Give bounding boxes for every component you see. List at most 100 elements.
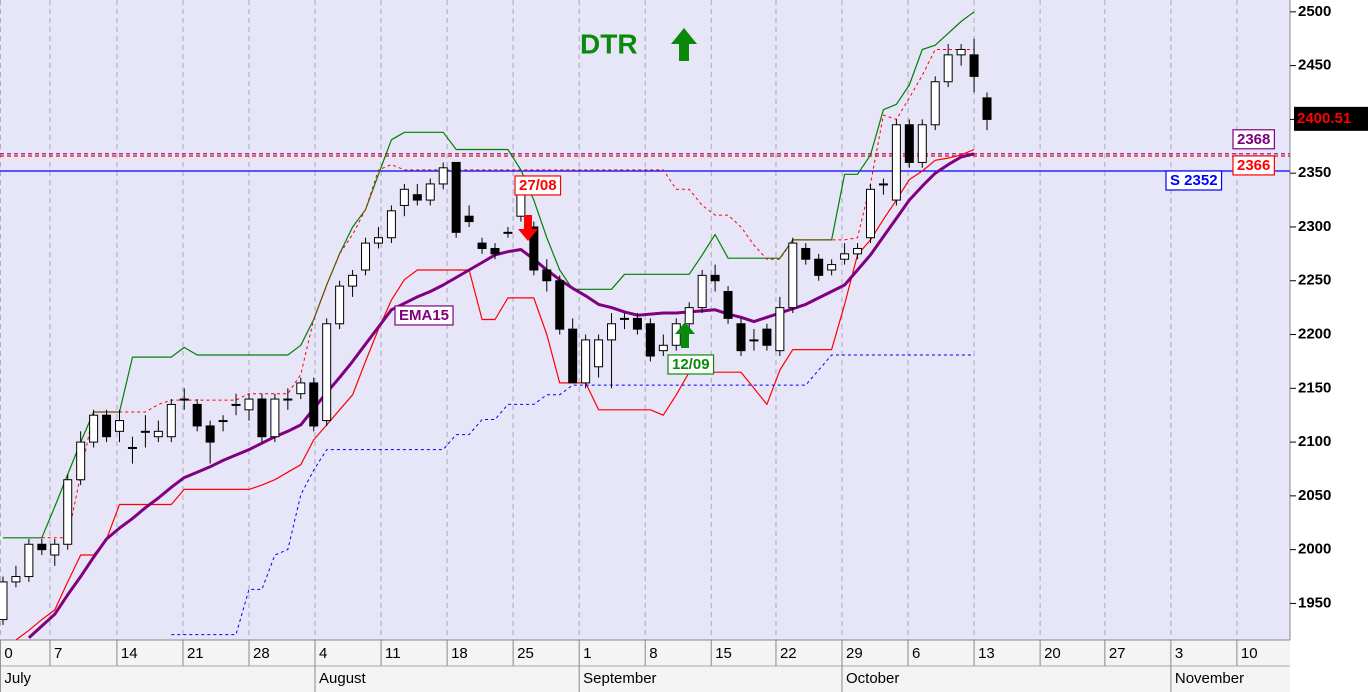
x-tick-label: 13 — [978, 645, 995, 662]
candle-body — [11, 576, 21, 583]
candle-body — [736, 323, 746, 352]
candle-body — [179, 398, 189, 401]
candle-body — [464, 215, 474, 223]
candle-body — [801, 247, 811, 260]
candle-body — [684, 307, 694, 325]
candle-body — [697, 274, 707, 309]
x-tick-label: 27 — [1109, 645, 1126, 662]
indicator-line — [171, 354, 975, 636]
level-label-box — [1232, 155, 1275, 176]
candle-body — [438, 167, 448, 185]
candle-body — [581, 339, 591, 384]
last-price: 2400.51 — [1297, 110, 1351, 127]
level-label: 2366 — [1237, 157, 1270, 174]
candle-body — [632, 317, 642, 330]
x-tick-label: 20 — [1044, 645, 1061, 662]
candle-body — [0, 581, 8, 621]
candle-body — [127, 446, 137, 449]
candle-body — [943, 54, 953, 83]
candle-body — [399, 188, 409, 206]
candle-body — [827, 264, 837, 271]
candle-body — [723, 290, 733, 319]
x-tick-label: 7 — [54, 645, 62, 662]
y-tick-label: 2100 — [1298, 433, 1331, 450]
annotation: 27/08 — [519, 177, 557, 194]
candle-body — [153, 430, 163, 438]
candle-body — [917, 124, 927, 163]
candle-body — [166, 403, 176, 438]
candle-body — [878, 183, 888, 186]
candle-body — [490, 247, 500, 255]
y-tick-label: 2050 — [1298, 487, 1331, 504]
candle-body — [322, 323, 332, 422]
candle-body — [425, 183, 435, 201]
y-tick-label: 2500 — [1298, 3, 1331, 20]
x-tick-label: 22 — [780, 645, 797, 662]
x-tick-label: 1 — [583, 645, 591, 662]
x-tick-label: 15 — [715, 645, 732, 662]
indicator-line — [3, 11, 975, 539]
axes: 1950 2000 2050 2100 2150 2200 2250 2300 2350 2400… — [0, 3, 1368, 692]
candle-body — [309, 382, 319, 427]
candle-body — [853, 247, 863, 255]
candle-body — [969, 54, 979, 77]
chart-title: DTR — [580, 28, 638, 59]
candle-body — [102, 414, 112, 438]
x-tick-label: 10 — [1241, 645, 1258, 662]
y-tick-label: 2000 — [1298, 541, 1331, 558]
y-tick-label: 2300 — [1298, 218, 1331, 235]
candle-body — [542, 269, 552, 282]
candle-body — [244, 398, 254, 411]
candle-body — [115, 420, 125, 432]
series-label-box — [394, 305, 454, 326]
candle-body — [982, 97, 992, 120]
month-label: November — [1175, 670, 1244, 687]
indicator-line — [15, 148, 975, 640]
level-label-box — [1232, 129, 1275, 150]
title-arrow — [671, 28, 697, 61]
x-tick-label: 14 — [121, 645, 138, 662]
candle-body — [50, 543, 60, 556]
y-axis-panel — [1290, 0, 1368, 692]
candle-body — [762, 328, 772, 346]
x-tick-label: 0 — [4, 645, 12, 662]
candle-body — [956, 48, 966, 56]
series-label: EMA15 — [399, 307, 449, 324]
candle-body — [619, 317, 629, 320]
candle-body — [749, 339, 759, 342]
level-label: 2368 — [1237, 131, 1270, 148]
candle-body — [594, 339, 604, 368]
last-price-box — [1294, 106, 1368, 131]
candle-body — [205, 425, 215, 443]
level-label-box — [1165, 170, 1223, 191]
candle-body — [555, 280, 565, 330]
x-tick-label: 25 — [517, 645, 534, 662]
annotation-box — [514, 175, 562, 196]
month-label: July — [4, 670, 31, 687]
y-tick-label: 2350 — [1298, 164, 1331, 181]
candle-body — [788, 242, 798, 309]
candle-body — [412, 194, 422, 201]
annotation: 12/09 — [672, 356, 710, 373]
x-tick-label: 11 — [385, 645, 401, 662]
x-tick-label: 21 — [187, 645, 204, 662]
candle-body — [140, 430, 150, 433]
annotation-box — [667, 354, 715, 375]
candle-body — [37, 543, 47, 551]
candle-body — [335, 285, 345, 325]
y-tick-label: 2450 — [1298, 57, 1331, 74]
candle-body — [257, 398, 267, 438]
overlay: DTR EMA15 S 2352 2368 2366 27/08 12/09 — [394, 28, 1275, 375]
candle-body — [89, 414, 99, 443]
candle-body — [516, 194, 526, 217]
y-tick-label: 2200 — [1298, 325, 1331, 342]
candle-body — [529, 226, 539, 271]
candle-body — [231, 403, 241, 406]
candle-body — [24, 543, 34, 578]
candle-body — [348, 274, 358, 287]
x-tick-label: 4 — [319, 645, 327, 662]
candle-body — [710, 274, 720, 282]
candle-body — [658, 344, 668, 352]
candle-body — [503, 231, 513, 234]
candle-body — [930, 81, 940, 126]
